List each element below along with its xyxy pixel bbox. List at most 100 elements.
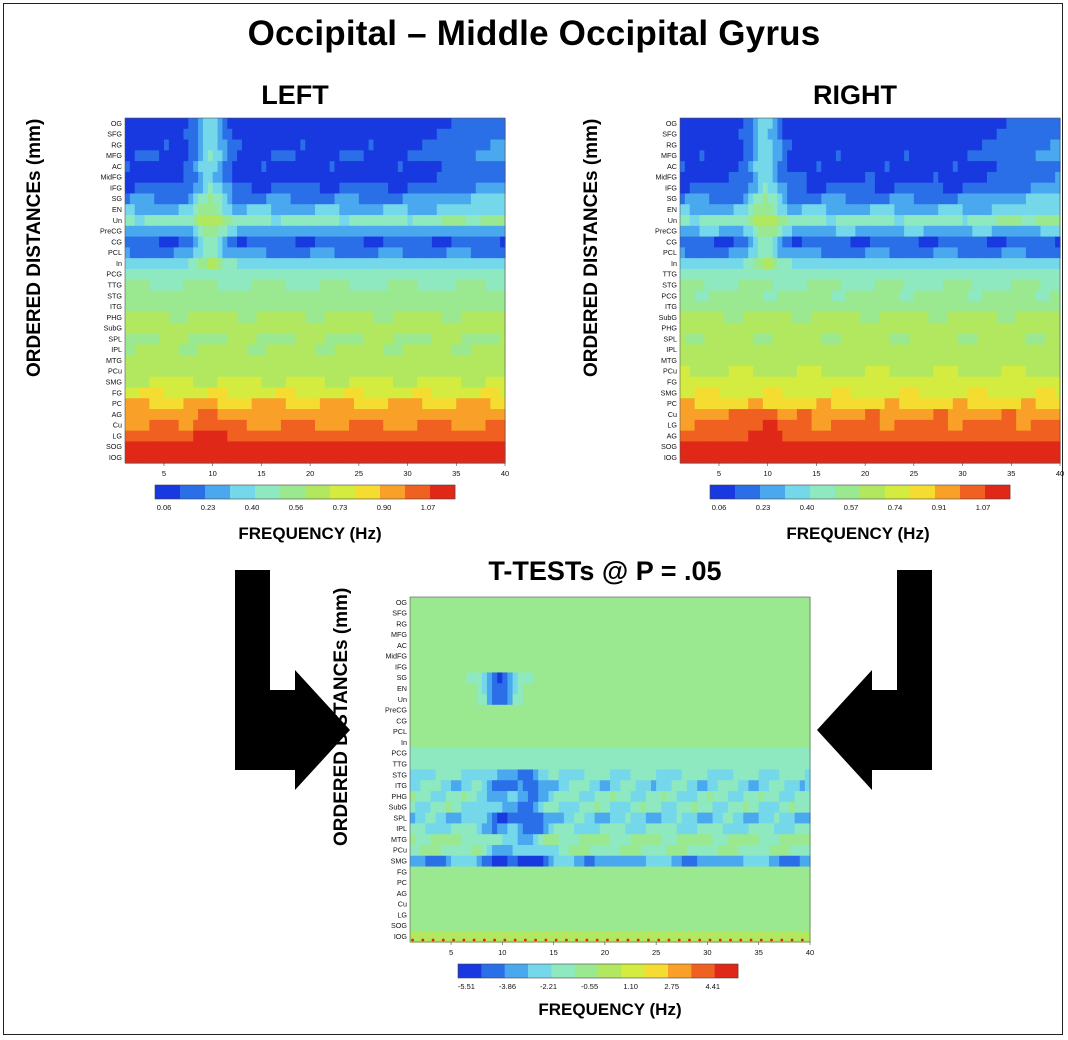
heat-cell — [402, 215, 409, 227]
heat-cell — [339, 441, 345, 453]
heat-cell — [436, 301, 443, 313]
heat-cell — [305, 193, 311, 205]
heat-cell — [913, 161, 920, 173]
heat-cell — [879, 139, 886, 151]
heat-cell — [324, 409, 331, 421]
heat-cell — [806, 387, 813, 399]
heat-cell — [163, 150, 170, 162]
heat-cell — [373, 182, 379, 195]
heat-cell — [441, 290, 448, 302]
heat-cell — [227, 161, 233, 173]
heat-cell — [173, 128, 180, 141]
heat-cell — [845, 193, 852, 205]
heat-cell — [378, 225, 384, 238]
heat-cell — [241, 409, 248, 421]
heat-cell — [816, 355, 822, 367]
heat-cell — [451, 290, 457, 302]
heat-cell — [928, 355, 934, 367]
heat-cell — [129, 139, 136, 151]
heat-cell — [913, 236, 920, 248]
heat-cell — [227, 387, 233, 399]
heat-cell — [796, 139, 803, 151]
heat-cell — [860, 441, 866, 453]
heat-cell — [363, 247, 370, 259]
heat-cell — [212, 171, 219, 184]
heat-cell — [1050, 161, 1056, 173]
heat-cell — [918, 322, 925, 335]
heat-cell — [680, 139, 686, 151]
heat-cell — [134, 204, 141, 216]
heat-cell — [991, 279, 998, 292]
heat-cell — [159, 441, 165, 453]
heat-cell — [933, 355, 939, 367]
heat-cell — [996, 419, 1003, 432]
heat-cell — [271, 333, 277, 346]
heat-cell — [319, 128, 326, 141]
heat-cell — [422, 193, 428, 205]
heat-cell — [806, 182, 813, 195]
heat-cell — [183, 312, 189, 324]
heat-cell — [709, 290, 715, 302]
heat-cell — [295, 258, 301, 270]
heat-cell — [125, 355, 131, 367]
heat-cell — [889, 215, 895, 227]
heat-cell — [422, 398, 428, 410]
heat-cell — [183, 430, 189, 443]
heat-cell — [383, 193, 389, 205]
heat-cell — [129, 344, 136, 356]
heat-cell — [855, 182, 861, 195]
heat-cell — [1021, 258, 1027, 270]
heat-cell — [388, 247, 394, 259]
heat-cell — [772, 225, 779, 238]
heat-cell — [168, 268, 175, 281]
heat-cell — [237, 128, 243, 141]
heat-cell — [928, 128, 934, 141]
heat-cell — [684, 247, 691, 259]
heat-cell — [222, 139, 228, 151]
heat-cell — [193, 409, 199, 421]
heat-cell — [772, 376, 779, 389]
heat-cell — [806, 118, 813, 130]
heat-cell — [500, 409, 506, 421]
heat-cell — [198, 301, 204, 313]
heat-cell — [149, 312, 155, 324]
heat-cell — [397, 236, 404, 248]
heat-cell — [305, 118, 311, 130]
heat-cell — [378, 268, 384, 281]
heat-cell — [738, 344, 744, 356]
heat-cell — [816, 430, 822, 443]
heat-cell — [407, 312, 414, 324]
heat-cell — [378, 182, 384, 195]
heat-cell — [762, 430, 769, 443]
heat-cell — [816, 365, 822, 378]
heat-cell — [879, 268, 886, 281]
heat-cell — [894, 365, 900, 378]
heat-cell — [222, 333, 228, 346]
heat-cell — [718, 247, 725, 259]
heat-cell — [461, 344, 467, 356]
heat-cell — [709, 398, 715, 410]
heat-cell — [967, 312, 973, 324]
heat-cell — [154, 182, 160, 195]
heat-cell — [938, 441, 944, 453]
heat-cell — [962, 398, 969, 410]
heat-cell — [967, 322, 973, 335]
heat-cell — [835, 128, 842, 141]
heat-cell — [753, 387, 759, 399]
heat-cell — [295, 204, 301, 216]
heat-cell — [441, 398, 448, 410]
heat-cell — [986, 139, 993, 151]
heat-cell — [899, 215, 905, 227]
heat-cell — [178, 225, 185, 238]
heat-cell — [383, 128, 389, 141]
heat-cell — [787, 204, 793, 216]
heat-cell — [709, 128, 715, 141]
heat-cell — [1050, 355, 1056, 367]
heat-cell — [451, 398, 457, 410]
heat-cell — [280, 430, 287, 443]
heat-cell — [217, 409, 224, 421]
heat-cell — [441, 268, 448, 281]
heat-cell — [256, 204, 263, 216]
heat-cell — [461, 225, 467, 238]
heat-cell — [241, 161, 248, 173]
